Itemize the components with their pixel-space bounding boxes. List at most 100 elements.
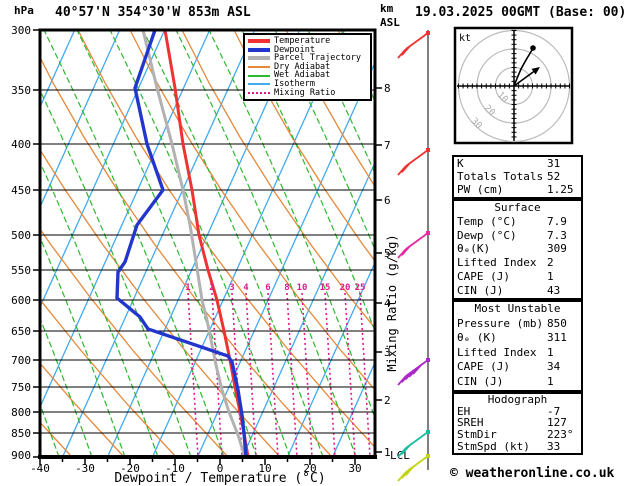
mixing-ratio-tick-label: 25 (355, 283, 366, 293)
table-row-value: 31 (547, 157, 561, 170)
temperature-tick-label: -20 (120, 462, 140, 475)
table-row-value: 223° (547, 428, 574, 442)
table-row: PW (cm) 1.25 (454, 183, 581, 196)
table-row: Pressure (mb) 850 (454, 317, 581, 332)
temperature-tick-label: 0 (217, 462, 224, 475)
legend-label: Dry Adiabat (274, 61, 331, 72)
table-row-value: 1.25 (547, 183, 574, 197)
legend-label: Parcel Trajectory (274, 53, 361, 64)
table-row-value: 127 (547, 416, 567, 430)
table-row: K 31 (454, 157, 581, 170)
pressure-tick-label: 350 (11, 84, 31, 97)
stability-indices-table: K 31 Totals Totals 52 PW (cm) 1.25 (452, 155, 583, 199)
table-row-label: PW (cm) (457, 183, 504, 197)
mixing-ratio-tick-label: 3 (229, 283, 234, 293)
km-tick-label: 3 (384, 346, 391, 359)
km-tick-label: 2 (384, 394, 391, 407)
legend-label: Mixing Ratio (274, 87, 336, 98)
pressure-tick-label: 700 (11, 354, 31, 367)
hodograph-unit-label: kt (459, 33, 471, 44)
table-row-label: Dewp (°C) (457, 228, 517, 242)
table-row-label: Lifted Index (457, 256, 537, 270)
table-row: Lifted Index 2 (454, 256, 581, 270)
legend-item: Mixing Ratio (248, 89, 370, 98)
pressure-tick-label: 600 (11, 294, 31, 307)
table-row: Lifted Index 1 (454, 346, 581, 361)
legend-swatch (248, 39, 270, 44)
mixing-ratio-tick-label: 20 (340, 283, 351, 293)
temperature-axis: -40 -30 -20 -10 0 10 20 30 Dewpoint / Temperatur… (30, 459, 362, 486)
legend-swatch (248, 56, 270, 61)
table-row-value: 33 (547, 439, 561, 453)
table-row-value: 7.3 (547, 228, 567, 242)
pressure-tick-label: 850 (11, 427, 31, 440)
table-row-value: -7 (547, 404, 561, 418)
wind-barb (397, 31, 430, 59)
km-tick-label: 7 (384, 139, 391, 152)
plot-frame (38, 28, 377, 459)
mixing-ratio-tick-label: 4 (243, 283, 249, 293)
table-title: Surface (494, 201, 541, 214)
mixing-ratio-tick-label: 6 (265, 283, 270, 293)
table-row-label: StmDir (457, 428, 497, 442)
table-row-label: Pressure (mb) (457, 316, 544, 330)
legend-label: Wet Adiabat (274, 70, 331, 81)
altitude-unit-label: km ASL (380, 2, 400, 30)
mixing-ratio-tick-label: 10 (297, 283, 308, 293)
pressure-tick-label: 450 (11, 184, 31, 197)
table-row-value: 2 (547, 256, 554, 270)
km-tick-label: 8 (384, 82, 391, 95)
pressure-tick-label: 800 (11, 406, 31, 419)
table-row-label: Temp (°C) (457, 214, 517, 228)
mixing-ratio-axis-title: Mixing Ratio (g/kg) (385, 234, 399, 371)
mixing-ratio-tick-label: 2 (209, 283, 214, 293)
table-row: CAPE (J) 34 (454, 360, 581, 375)
hodograph-trace (513, 49, 533, 87)
table-row: θₑ(K) 309 (454, 242, 581, 256)
km-tick-label: 4 (384, 297, 391, 310)
temperature-tick-label: -40 (30, 462, 50, 475)
temperature-tick-label: -30 (75, 462, 95, 475)
table-row-label: StmSpd (kt) (457, 439, 530, 453)
pressure-tick-label: 500 (11, 229, 31, 242)
legend-item: Dewpoint (248, 46, 370, 55)
legend-swatch (248, 91, 270, 94)
legend-swatch (248, 47, 270, 52)
table-row-label: CIN (J) (457, 283, 504, 297)
table-row: CIN (J) 1 (454, 375, 581, 390)
run-datetime: 19.03.2025 00GMT (Base: 00) (415, 5, 627, 20)
table-row: StmSpd (kt) 33 (454, 441, 581, 453)
parcel-trajectory-curve (141, 30, 247, 457)
table-row-value: 1 (547, 345, 554, 359)
station-title: 40°57'N 354°30'W 853m ASL (55, 5, 251, 20)
legend-item: Parcel Trajectory (248, 54, 370, 63)
km-tick-label: 6 (384, 194, 391, 207)
mixing-ratio-tick-label: 1 (185, 283, 190, 293)
mixing-ratio-tick-label: 8 (284, 283, 289, 293)
wind-barb (397, 148, 430, 176)
background-line-families (40, 30, 375, 457)
km-tick-label: 1 (384, 446, 391, 459)
temperature-tick-label: 10 (258, 462, 271, 475)
pressure-tick-label: 750 (11, 381, 31, 394)
pressure-axis: 300 350 400 450 500 550 600 650 700 750 800 850 900 (11, 24, 39, 462)
legend-item: Wet Adiabat (248, 71, 370, 80)
legend-label: Dewpoint (274, 44, 315, 55)
table-row-label: CIN (J) (457, 374, 504, 388)
legend-item: Temperature (248, 37, 370, 46)
table-row-label: θₑ (K) (457, 331, 497, 344)
storm-motion-arrowhead (531, 67, 540, 75)
table-row-label: CAPE (J) (457, 360, 510, 373)
table-title: Most Unstable (474, 302, 561, 315)
hodograph-table: Hodograph EH -7 SREH 127 StmDir 223° StmSpd (kt… (452, 392, 583, 455)
pressure-unit-label: hPa (14, 4, 34, 17)
temperature-tick-label: 30 (348, 462, 361, 475)
legend-swatch (248, 66, 270, 69)
table-row-value: 34 (547, 360, 561, 373)
chart-legend: Temperature Dewpoint Parcel Trajectory Dry … (243, 33, 372, 102)
table-row-value: 1 (547, 269, 554, 283)
storm-motion-vector (513, 68, 538, 87)
wind-barb (397, 358, 430, 386)
